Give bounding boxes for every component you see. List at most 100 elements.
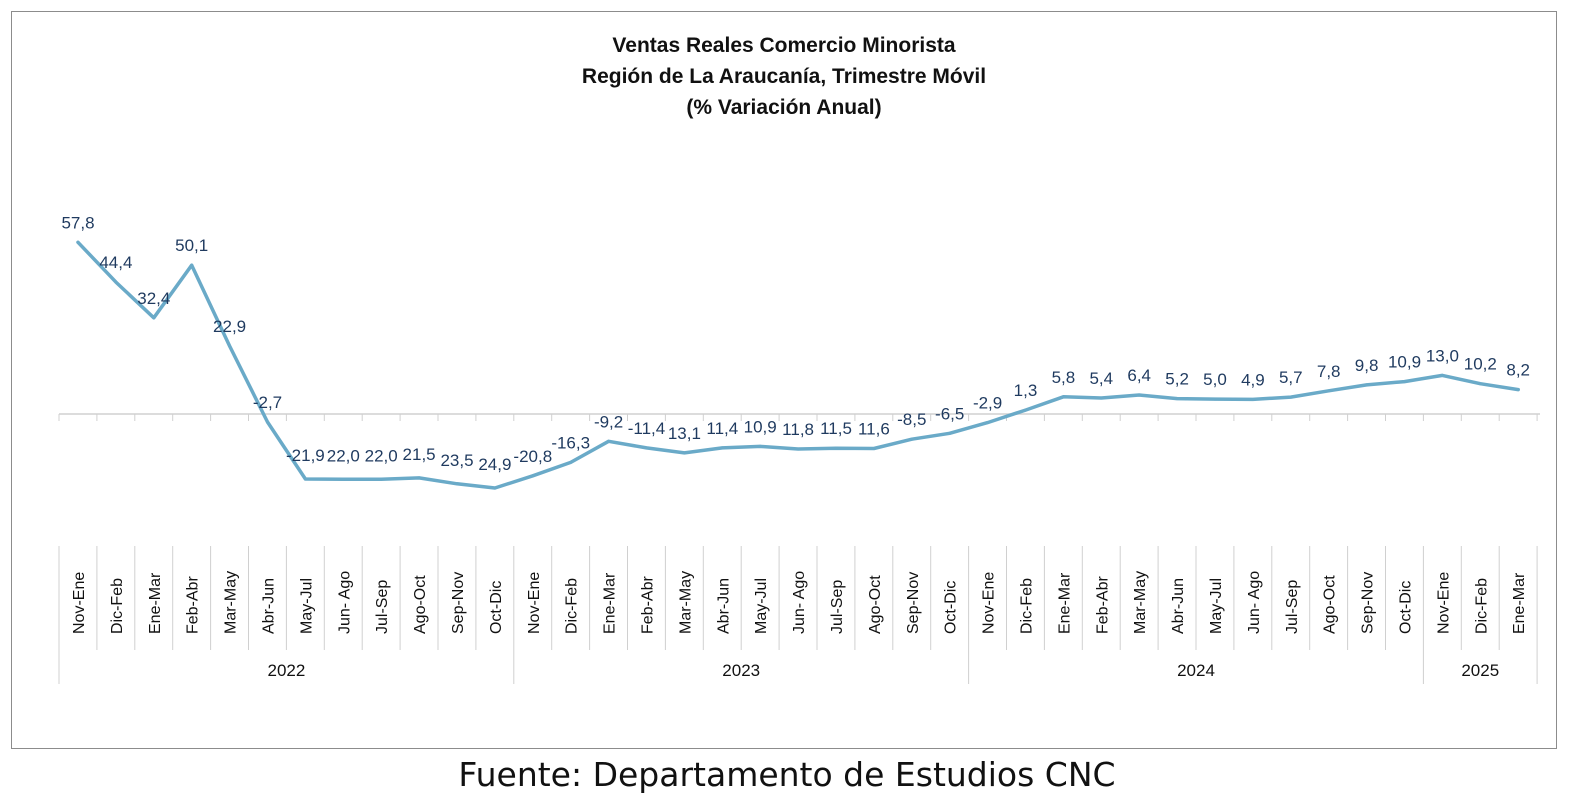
category-tick-label: Nov-Ene	[526, 572, 543, 634]
category-tick-label: Dic-Feb	[109, 578, 126, 634]
data-label: 5,4	[1089, 369, 1113, 388]
data-point	[986, 421, 990, 425]
data-label: 1,3	[1014, 381, 1038, 400]
data-point	[455, 482, 459, 486]
data-point	[1516, 388, 1520, 392]
category-tick-label: Jul-Sep	[1284, 580, 1301, 634]
data-label: 10,2	[1464, 355, 1497, 374]
data-point	[720, 446, 724, 450]
data-point	[569, 460, 573, 464]
data-point	[76, 240, 80, 244]
data-point	[796, 447, 800, 451]
data-point	[152, 316, 156, 320]
data-point	[682, 451, 686, 455]
category-tick-label: Dic-Feb	[564, 578, 581, 634]
data-point	[1251, 397, 1255, 401]
category-tick-label: Jun- Ago	[791, 571, 808, 634]
data-label: -2,7	[253, 393, 282, 412]
chart-title: Ventas Reales Comercio Minorista Región …	[11, 30, 1557, 123]
data-point	[190, 263, 194, 267]
data-point	[1099, 396, 1103, 400]
data-label: 24,9	[478, 455, 511, 474]
data-label: 22,0	[327, 446, 360, 465]
category-tick-label: Oct-Dic	[943, 581, 960, 634]
data-point	[1024, 408, 1027, 412]
data-label: 5,2	[1165, 370, 1189, 389]
category-tick-label: Sep-Nov	[1360, 572, 1377, 634]
data-point	[531, 474, 535, 478]
data-label: 11,8	[782, 420, 814, 439]
category-tick-label: Dic-Feb	[1019, 578, 1036, 634]
category-tick-label: Jun- Ago	[336, 571, 353, 634]
data-point	[303, 477, 307, 481]
category-tick-label: Mar-May	[677, 571, 694, 634]
category-tick-label: Ene-Mar	[147, 572, 164, 634]
data-label: -21,9	[286, 446, 325, 465]
category-tick-label: Mar-May	[223, 571, 240, 634]
category-tick-label: Jun- Ago	[1246, 571, 1263, 634]
year-group-label: 2025	[1461, 661, 1499, 680]
data-label: 11,6	[858, 419, 890, 438]
year-group-label: 2024	[1177, 661, 1215, 680]
data-label: 6,4	[1127, 366, 1151, 385]
data-label: -8,5	[897, 410, 926, 429]
data-label: 5,0	[1203, 370, 1227, 389]
data-point	[1213, 397, 1217, 401]
data-point	[114, 280, 118, 284]
source-footnote: Fuente: Departamento de Estudios CNC	[458, 755, 1116, 794]
category-tick-label: May-Jul	[1208, 578, 1225, 634]
data-label: 11,5	[820, 419, 852, 438]
data-label: 9,8	[1355, 356, 1379, 375]
data-label: 32,4	[137, 289, 170, 308]
category-tick-label: Sep-Nov	[450, 572, 467, 634]
data-point	[1365, 383, 1369, 387]
data-point	[266, 420, 269, 424]
data-label: 11,4	[706, 419, 738, 438]
category-tick-label: Ago-Oct	[412, 575, 429, 634]
data-label: 8,2	[1506, 361, 1530, 380]
year-group-label: 2023	[722, 661, 760, 680]
data-point	[1478, 382, 1482, 386]
data-point	[1289, 395, 1293, 399]
category-tick-label: Ene-Mar	[602, 572, 619, 634]
data-label: 44,4	[99, 253, 132, 272]
data-point	[1137, 393, 1141, 397]
data-label: 10,9	[744, 417, 777, 436]
data-label: 5,8	[1052, 368, 1076, 387]
line-chart: Nov-Ene Dic-Feb Ene-Mar Feb-Abr Mar-May Abr-J…	[58, 213, 1540, 684]
data-point	[1403, 380, 1406, 384]
data-label: 10,9	[1388, 353, 1421, 372]
category-tick-label: Feb-Abr	[185, 576, 202, 634]
data-point	[834, 446, 838, 450]
data-label: -11,4	[628, 419, 666, 438]
data-point	[493, 486, 497, 490]
chart-title-line-3: (% Variación Anual)	[686, 96, 882, 119]
data-label: 22,0	[365, 446, 398, 465]
data-label: -9,2	[594, 412, 623, 431]
data-point	[645, 446, 648, 450]
data-point	[1175, 397, 1179, 401]
chart-title-line-2: Región de La Araucanía, Trimestre Móvil	[581, 65, 987, 88]
data-point	[758, 444, 762, 448]
data-label: 21,5	[403, 445, 436, 464]
category-tick-label: Abr-Jun	[715, 578, 732, 634]
data-label: -20,8	[513, 447, 552, 466]
category-tick-label: Abr-Jun	[261, 578, 278, 634]
data-point	[872, 446, 876, 450]
data-point	[1440, 373, 1444, 377]
data-point	[379, 477, 383, 481]
category-tick-label: Mar-May	[1132, 571, 1149, 634]
data-point	[228, 344, 232, 348]
category-tick-label: Jul-Sep	[374, 580, 391, 634]
data-point	[910, 437, 914, 441]
category-tick-label: Ene-Mar	[1056, 572, 1073, 634]
data-point	[417, 476, 421, 480]
category-tick-label: Ago-Oct	[1322, 575, 1339, 634]
data-point	[948, 431, 952, 435]
data-point	[607, 439, 611, 443]
data-label: -2,9	[973, 394, 1002, 413]
category-tick-label: Oct-Dic	[488, 581, 505, 634]
data-label: 13,0	[1426, 346, 1459, 365]
data-point	[1327, 389, 1331, 393]
category-tick-label: Oct-Dic	[1398, 581, 1415, 634]
